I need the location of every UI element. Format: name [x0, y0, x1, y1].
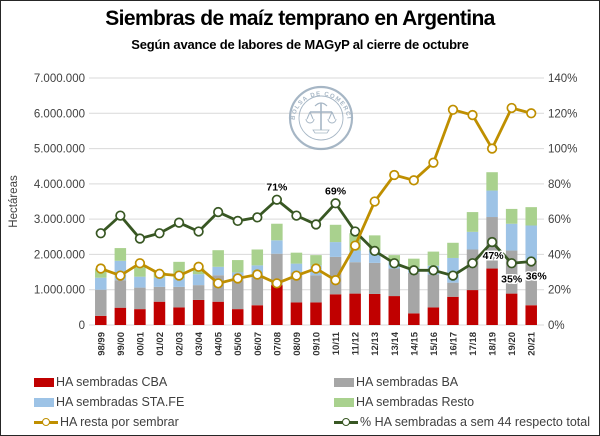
svg-text:15/16: 15/16: [429, 332, 440, 356]
svg-text:01/02: 01/02: [155, 332, 166, 356]
left-axis-title: Hectáreas: [8, 175, 20, 228]
svg-text:71%: 71%: [266, 182, 288, 194]
svg-text:80%: 80%: [548, 179, 571, 191]
svg-text:20/21: 20/21: [527, 331, 538, 355]
svg-text:13/14: 13/14: [390, 331, 401, 355]
svg-text:00/01: 00/01: [135, 331, 146, 355]
svg-text:12/13: 12/13: [370, 332, 381, 356]
legend-label-cba: HA sembradas CBA: [56, 375, 168, 389]
svg-text:3.000.000: 3.000.000: [34, 214, 85, 226]
svg-text:4.000.000: 4.000.000: [34, 179, 85, 191]
svg-text:0: 0: [79, 320, 85, 332]
svg-text:05/06: 05/06: [233, 332, 244, 356]
svg-text:69%: 69%: [325, 185, 347, 197]
svg-text:5.000.000: 5.000.000: [34, 144, 85, 156]
legend-item-resto: HA sembradas Resto: [334, 392, 590, 412]
legend-label-resta: HA resta por sembrar: [60, 415, 179, 429]
svg-text:98/99: 98/99: [96, 332, 107, 356]
svg-text:03/04: 03/04: [194, 331, 205, 355]
watermark-seal: BOLSA DE COMERCIO DE ROSARIO: [288, 85, 354, 151]
legend-label-ba: HA sembradas BA: [356, 375, 459, 389]
left-axis-tick-labels: 0 1.000.000 2.000.000 3.000.000 4.000.000 5.0…: [34, 73, 85, 332]
legend-swatch-cba: [34, 377, 54, 387]
svg-text:2.000.000: 2.000.000: [34, 249, 85, 261]
svg-text:09/10: 09/10: [312, 332, 323, 356]
line-1: [95, 102, 537, 289]
right-axis-tick-labels: 0% 20% 40% 60% 80% 100% 120% 140%: [548, 73, 577, 332]
legend-swatch-resto: [334, 397, 354, 407]
svg-text:35%: 35%: [501, 273, 523, 285]
svg-text:60%: 60%: [548, 214, 571, 226]
legend-column-left: HA sembradas CBA HA sembradas STA.FE HA …: [34, 372, 184, 432]
svg-text:20%: 20%: [548, 285, 571, 297]
legend-swatch-ba: [334, 377, 354, 387]
svg-text:04/05: 04/05: [214, 331, 225, 355]
svg-text:02/03: 02/03: [175, 332, 186, 356]
svg-text:7.000.000: 7.000.000: [34, 73, 85, 85]
legend-item-pct: % HA sembradas a sem 44 respecto total: [334, 412, 590, 432]
svg-text:19/20: 19/20: [507, 332, 518, 356]
svg-text:10/11: 10/11: [331, 331, 342, 355]
svg-text:14/15: 14/15: [409, 331, 420, 355]
svg-text:08/09: 08/09: [292, 332, 303, 356]
svg-text:07/08: 07/08: [272, 332, 283, 356]
svg-text:40%: 40%: [548, 249, 571, 261]
x-axis-labels: 98/99 99/00 00/01 01/02 02/03 03/04 04/05 05/06…: [96, 331, 537, 355]
legend-swatch-resta-line-icon: [34, 418, 58, 427]
data-labels: 71% 69% 47% 35% 36%: [265, 180, 549, 287]
svg-text:18/19: 18/19: [488, 332, 499, 356]
svg-text:36%: 36%: [526, 270, 548, 282]
svg-text:120%: 120%: [548, 108, 577, 120]
svg-text:1.000.000: 1.000.000: [34, 285, 85, 297]
legend-item-resta: HA resta por sembrar: [34, 412, 184, 432]
svg-text:0%: 0%: [548, 320, 565, 332]
bars-0: [95, 268, 537, 325]
svg-text:16/17: 16/17: [448, 332, 459, 356]
svg-text:17/18: 17/18: [468, 332, 479, 356]
chart-subtitle: Según avance de labores de MAGyP al cier…: [131, 37, 469, 52]
legend-label-resto: HA sembradas Resto: [356, 395, 475, 409]
legend-swatch-stafe: [34, 397, 54, 407]
legend-label-pct: % HA sembradas a sem 44 respecto total: [360, 415, 590, 429]
svg-text:47%: 47%: [483, 250, 505, 262]
svg-text:6.000.000: 6.000.000: [34, 108, 85, 120]
svg-text:11/12: 11/12: [351, 332, 362, 355]
line-0: [95, 194, 537, 281]
svg-text:06/07: 06/07: [253, 332, 264, 356]
legend-item-ba: HA sembradas BA: [334, 372, 590, 392]
svg-text:140%: 140%: [548, 73, 577, 85]
svg-text:99/00: 99/00: [116, 332, 127, 356]
legend-column-right: HA sembradas BA HA sembradas Resto % HA …: [334, 372, 590, 432]
chart-title: Siembras de maíz temprano en Argentina: [105, 7, 495, 30]
legend-item-cba: HA sembradas CBA: [34, 372, 184, 392]
legend-swatch-pct-line-icon: [334, 418, 358, 427]
svg-text:100%: 100%: [548, 144, 577, 156]
legend-label-stafe: HA sembradas STA.FE: [56, 395, 185, 409]
legend-item-stafe: HA sembradas STA.FE: [34, 392, 184, 412]
